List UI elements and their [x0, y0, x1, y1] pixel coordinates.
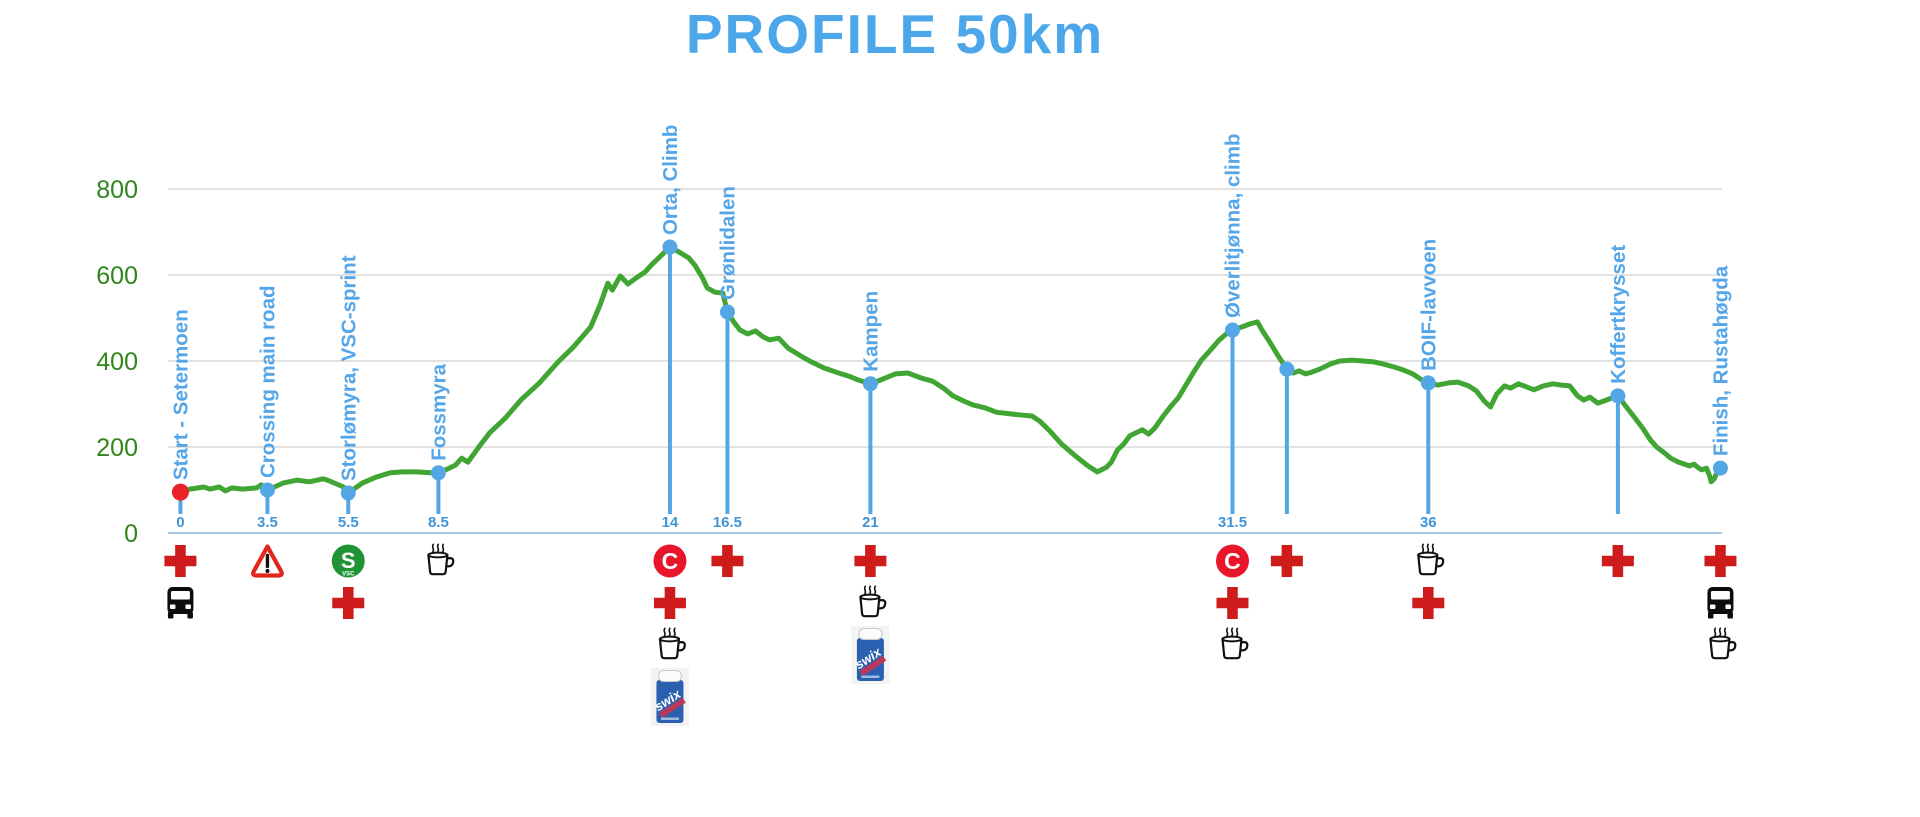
bus-icon: [167, 587, 194, 619]
route-marker-6: 21 Kampen swix: [851, 291, 890, 684]
y-axis-tick-label: 400: [96, 348, 138, 376]
marker-distance-label: 16.5: [713, 514, 742, 531]
checkpoint-icon: C: [653, 544, 687, 578]
route-marker-0: 0 Start - Setermoen: [164, 309, 197, 619]
marker-dot: [1420, 375, 1436, 391]
marker-distance-label: 3.5: [257, 514, 278, 531]
svg-text:C: C: [1224, 548, 1241, 574]
svg-text:VSC: VSC: [342, 572, 355, 578]
first-aid-icon: [332, 587, 365, 619]
first-aid-icon: [1412, 587, 1445, 619]
marker-distance-label: 5.5: [338, 514, 359, 531]
marker-distance-label: 0: [176, 514, 184, 531]
route-marker-1: 3.5 Crossing main road: [251, 285, 284, 578]
marker-distance-label: 8.5: [428, 514, 449, 531]
checkpoint-icon: C: [1215, 544, 1249, 578]
route-marker-10: Koffertkrysset: [1601, 245, 1634, 577]
marker-dot: [1712, 460, 1728, 476]
marker-distance-label: 31.5: [1218, 514, 1247, 531]
marker-name-label: Øverlitjønna, climb: [1221, 133, 1244, 318]
marker-dot: [340, 485, 356, 501]
coffee-icon: [658, 627, 686, 660]
route-marker-7: 31.5 Øverlitjønna, climb C: [1215, 133, 1249, 660]
route-marker-3: 8.5 Fossmyra: [427, 363, 455, 576]
first-aid-icon: [164, 545, 197, 577]
route-start-dot: [171, 483, 189, 501]
marker-name-label: Koffertkrysset: [1607, 245, 1630, 384]
first-aid-icon: [854, 545, 887, 577]
elevation-curve: [177, 244, 1723, 496]
marker-dot: [430, 465, 446, 481]
warning-icon: [251, 544, 284, 578]
y-axis-tick-label: 200: [96, 434, 138, 462]
coffee-icon: [1417, 543, 1445, 576]
marker-dot: [662, 239, 678, 255]
first-aid-icon: [711, 545, 744, 577]
marker-name-label: Kampen: [859, 291, 882, 372]
route-marker-9: 36 BOIF-lavvoen: [1412, 239, 1445, 619]
marker-name-label: Fossmyra: [427, 363, 450, 460]
marker-name-label: Start - Setermoen: [169, 309, 192, 480]
svg-text:S: S: [341, 548, 356, 573]
route-marker-11: Finish, Rustahøgda: [1704, 265, 1737, 660]
first-aid-icon: [1601, 545, 1634, 577]
marker-dot: [1610, 388, 1626, 404]
marker-name-label: Orta, Climb: [659, 125, 682, 236]
swix-icon: swix: [650, 668, 689, 726]
svg-text:C: C: [662, 548, 679, 574]
y-axis-tick-label: 800: [96, 176, 138, 204]
swix-icon: swix: [851, 626, 890, 684]
coffee-icon: [1709, 627, 1737, 660]
marker-dot: [1224, 322, 1240, 338]
marker-dot: [259, 482, 275, 498]
marker-distance-label: 21: [862, 514, 879, 531]
marker-name-label: Finish, Rustahøgda: [1709, 265, 1732, 456]
coffee-icon: [427, 543, 455, 576]
first-aid-icon: [1216, 587, 1249, 619]
chart-title: PROFILE 50km: [685, 3, 1105, 65]
marker-dot: [1279, 361, 1295, 377]
marker-name-label: Crossing main road: [256, 285, 279, 478]
marker-name-label: Storlømyra, VSC-sprint: [337, 255, 360, 481]
first-aid-icon: [653, 587, 686, 619]
marker-name-label: Grønlidalen: [716, 186, 739, 300]
coffee-icon: [859, 585, 887, 618]
first-aid-icon: [1704, 545, 1737, 577]
marker-name-label: BOIF-lavvoen: [1417, 239, 1440, 371]
marker-dot: [862, 376, 878, 392]
first-aid-icon: [1270, 545, 1303, 577]
marker-dot: [719, 304, 735, 320]
y-axis-tick-label: 0: [124, 520, 138, 548]
coffee-icon: [1221, 627, 1249, 660]
bus-icon: [1707, 587, 1734, 619]
marker-distance-label: 36: [1420, 514, 1437, 531]
route-marker-5: 16.5 Grønlidalen: [711, 186, 744, 577]
route-marker-8: [1270, 361, 1303, 577]
marker-distance-label: 14: [662, 514, 679, 531]
y-axis-tick-label: 600: [96, 262, 138, 290]
